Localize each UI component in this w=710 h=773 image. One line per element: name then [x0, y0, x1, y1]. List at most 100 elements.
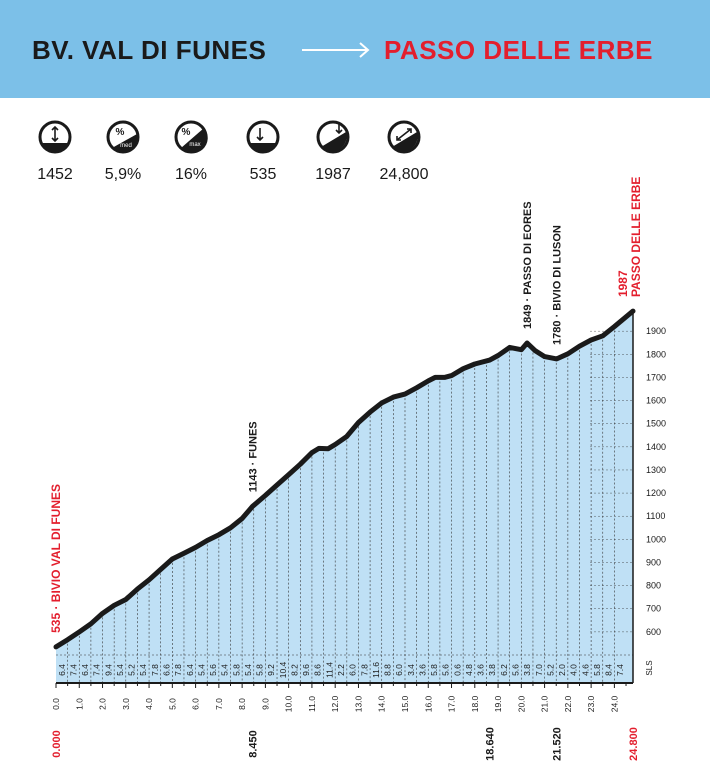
stat-value: 5,9% [104, 166, 142, 183]
km-tick-label: 14.0 [377, 695, 387, 712]
stat-value: 535 [249, 166, 277, 183]
max-gradient-icon: % max [174, 120, 208, 154]
stat-value: 16% [174, 166, 208, 183]
segment-gradient-label: 9.2 [266, 664, 276, 676]
stat-icon-sub: max [189, 142, 200, 148]
segment-gradient-label: 8.2 [289, 664, 299, 676]
segment-gradient-label: 4.6 [580, 664, 590, 676]
segment-gradient-label: 10.4 [278, 661, 288, 678]
segment-gradient-label: 5.4 [115, 664, 125, 676]
segment-gradient-label: 5.4 [138, 664, 148, 676]
segment-gradient-label: 5.4 [243, 664, 253, 676]
segment-gradient-label: 5.6 [511, 664, 521, 676]
altitude-tick-label: 1500 [646, 419, 666, 429]
km-tick-label: 15.0 [400, 695, 410, 712]
key-distance-label: 18.640 [485, 727, 497, 761]
stat-value: 1987 [315, 166, 351, 183]
stat-max-gradient: % max 16% [151, 120, 231, 184]
km-tick-label: 0.0 [51, 698, 61, 710]
altitude-tick-label: 900 [646, 557, 661, 567]
stat-average-gradient: % med 5,9% [83, 120, 163, 184]
start-location-title: BV. VAL DI FUNES [32, 35, 267, 65]
key-distance-label: 8.450 [248, 730, 260, 758]
km-tick-label: 1.0 [74, 698, 84, 710]
segment-gradient-label: 7.4 [68, 664, 78, 676]
key-distance-label: 24.800 [628, 727, 640, 761]
km-tick-label: 17.0 [447, 695, 457, 712]
segment-gradient-label: 5.2 [545, 664, 555, 676]
min-altitude-icon [246, 120, 280, 154]
segment-gradient-label: 4.8 [464, 664, 474, 676]
km-tick-label: 9.0 [260, 698, 270, 710]
stat-icon-label: % [116, 127, 125, 138]
km-tick-label: 22.0 [563, 695, 573, 712]
segment-gradient-label: 3.4 [406, 664, 416, 676]
max-altitude-icon [316, 120, 350, 154]
segment-gradient-label: 9.4 [103, 664, 113, 676]
stat-icon-sub: med [120, 143, 132, 149]
segment-gradient-label: 5.2 [127, 664, 137, 676]
segment-gradient-label: 7.4 [92, 664, 102, 676]
km-tick-label: 3.0 [121, 698, 131, 710]
km-tick-label: 7.0 [214, 698, 224, 710]
segment-gradient-label: 9.6 [301, 664, 311, 676]
segment-gradient-label: 6.4 [57, 664, 67, 676]
altitude-tick-label: 1400 [646, 442, 666, 452]
altitude-tick-label: 1100 [646, 511, 665, 521]
waypoint-label: 1987 [616, 270, 630, 297]
km-tick-label: 13.0 [353, 695, 363, 712]
altitude-gain-icon [38, 120, 72, 154]
segment-gradient-label: 11.4 [324, 662, 334, 678]
key-distance-label: 21.520 [552, 727, 564, 761]
km-tick-label: 2.0 [98, 698, 108, 710]
segment-gradient-label: 3.6 [476, 664, 486, 676]
segment-gradient-label: 5.8 [429, 664, 439, 676]
km-tick-label: 20.0 [516, 695, 526, 712]
km-tick-label: 11.0 [307, 696, 317, 712]
segment-gradient-label: 0.6 [452, 664, 462, 676]
stat-min-altitude: 535 [223, 120, 303, 184]
segment-gradient-label: 6.0 [348, 664, 358, 676]
segment-gradient-label: 5.8 [255, 664, 265, 676]
segment-gradient-label: 2.0 [557, 664, 567, 676]
altitude-tick-label: 1900 [646, 326, 666, 336]
segment-gradient-label: 4.0 [569, 664, 579, 676]
segment-gradient-label: 3.6 [417, 664, 427, 676]
stat-max-altitude: 1987 [293, 120, 373, 184]
km-tick-label: 19.0 [493, 695, 503, 712]
stat-distance: 24,800 [364, 120, 444, 184]
segment-gradient-label: 8.4 [604, 664, 614, 676]
km-tick-label: 4.0 [144, 698, 154, 710]
segment-gradient-label: 7.8 [173, 664, 183, 676]
segment-gradient-label: 5.4 [220, 664, 230, 676]
altitude-tick-label: 1800 [646, 349, 666, 359]
altitude-tick-label: 1200 [646, 488, 666, 498]
waypoint-label: 535 · BIVIO VAL DI FUNES [49, 484, 63, 633]
waypoint-label: 1849 · PASSO DI EORES [522, 201, 534, 329]
end-location-title: PASSO DELLE ERBE [384, 35, 654, 65]
segment-gradient-label: 5.6 [208, 664, 218, 676]
km-tick-label: 5.0 [167, 698, 177, 710]
segment-gradient-label: 5.6 [441, 664, 451, 676]
axis-unit-label: SLS [645, 660, 654, 675]
stat-altitude-gain: 1452 [15, 120, 95, 184]
altitude-tick-label: 800 [646, 581, 661, 591]
segment-gradient-label: 8.6 [313, 664, 323, 676]
segment-gradient-label: 7.4 [615, 664, 625, 676]
altitude-tick-label: 1600 [646, 396, 666, 406]
segment-gradient-label: 3.8 [522, 664, 532, 676]
segment-gradient-label: 6.4 [185, 664, 195, 676]
km-tick-label: 18.0 [470, 695, 480, 712]
elevation-profile-chart: 600 700 800 900 1000 1100 1200 1300 1400 1500 1600… [49, 177, 666, 761]
altitude-tick-label: 700 [646, 604, 661, 614]
segment-gradient-label: 7.0 [534, 664, 544, 676]
stat-value: 24,800 [379, 166, 429, 183]
km-tick-label: 24.0 [609, 695, 619, 712]
waypoint-label: 1780 · BIVIO DI LUSON [552, 225, 564, 345]
segment-gradient-label: 6.6 [162, 664, 172, 676]
stat-icon-label: % [182, 127, 191, 138]
km-tick-label: 12.0 [330, 695, 340, 712]
km-tick-label: 21.0 [540, 695, 550, 712]
km-tick-label: 6.0 [191, 698, 201, 710]
altitude-tick-label: 1700 [646, 372, 666, 382]
